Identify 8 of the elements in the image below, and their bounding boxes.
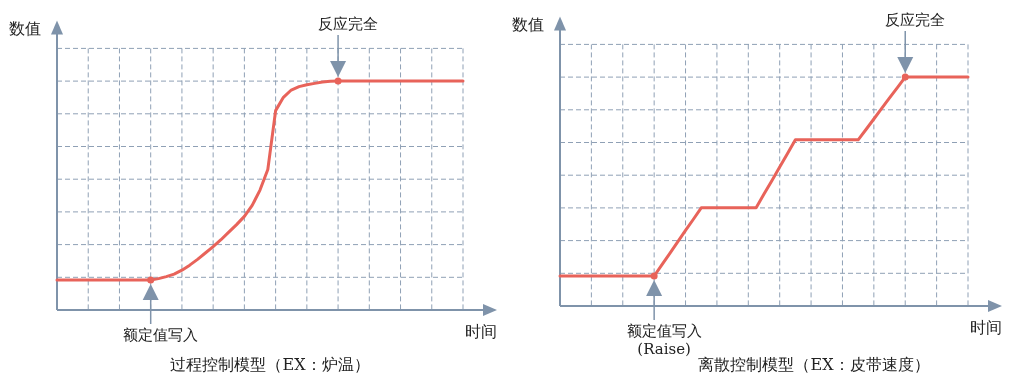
x-axis-title: 时间 — [970, 318, 1002, 337]
text: 反应完全 — [318, 15, 379, 34]
y-axis-title: 数值 — [9, 19, 41, 39]
x-axis-title: 时间 — [465, 322, 497, 341]
y-axis-title: 数值 — [512, 15, 544, 35]
text: 过程控制模型（EX：炉温） — [170, 355, 370, 374]
text: 反应完全 — [885, 11, 946, 30]
text: 额定值写入 — [123, 326, 199, 345]
